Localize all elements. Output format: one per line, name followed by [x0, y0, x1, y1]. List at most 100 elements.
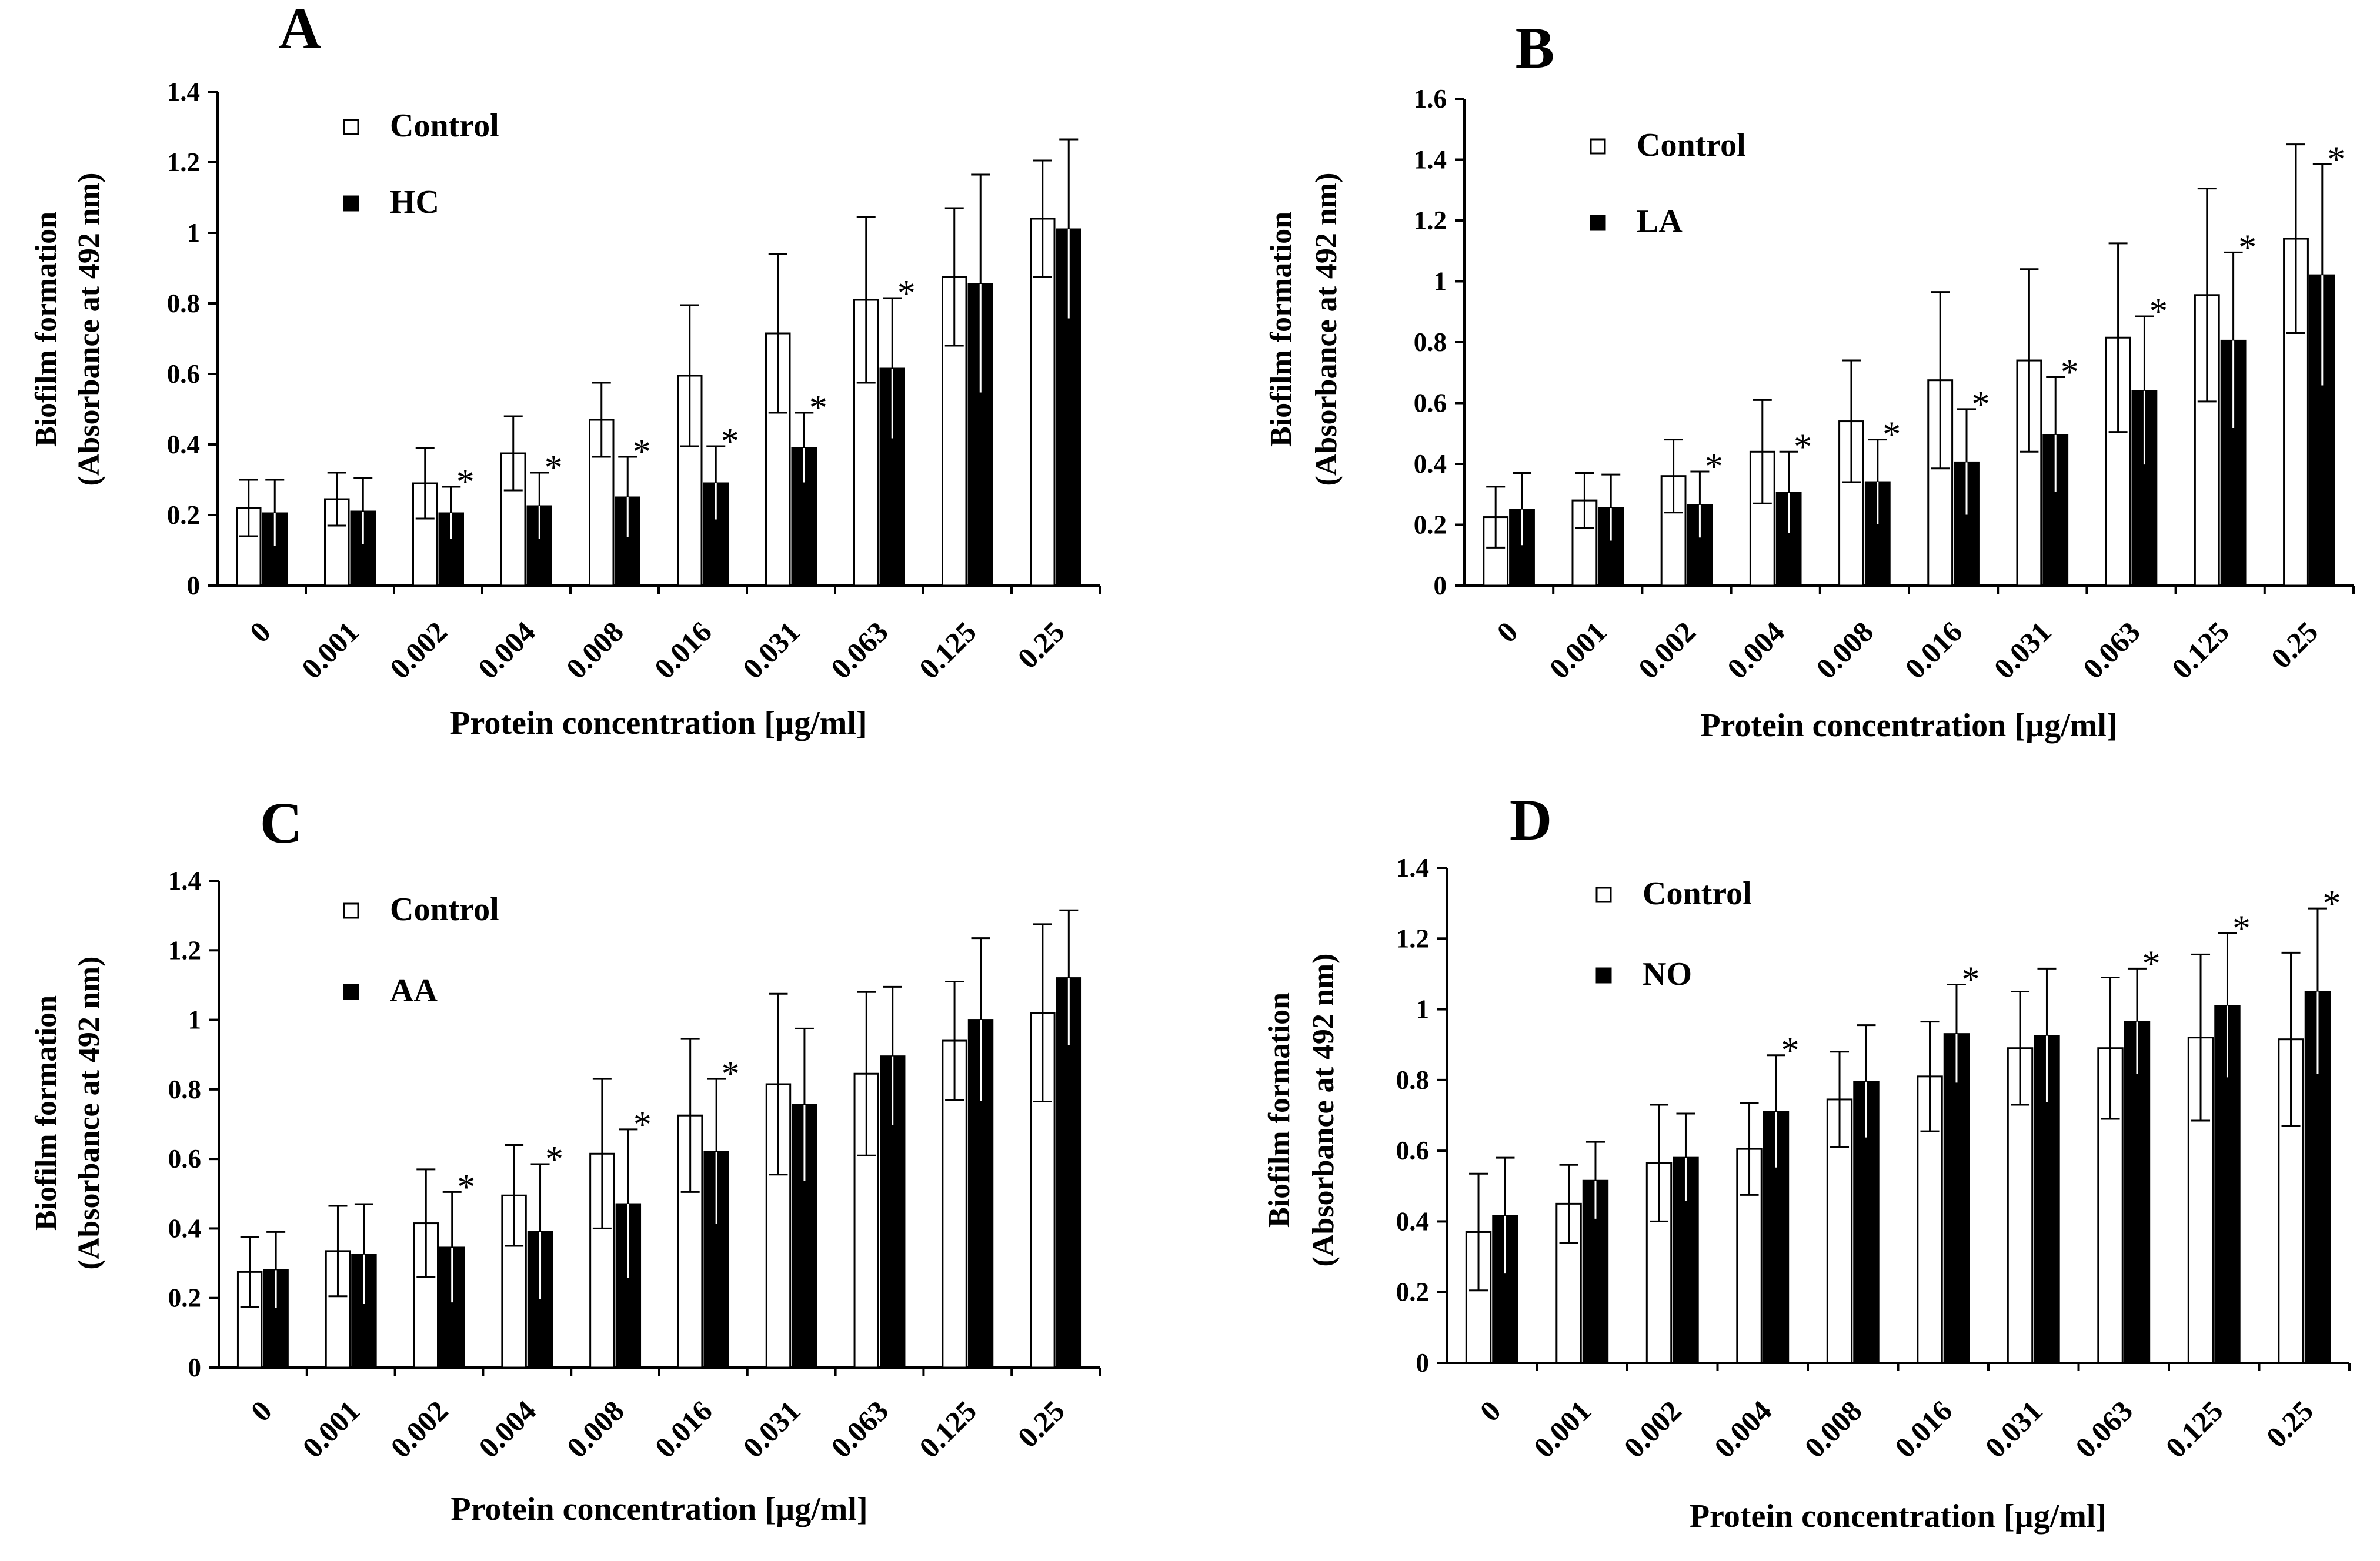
y-tick-label: 1.2: [167, 148, 200, 177]
x-tick-label: 0.016: [1898, 615, 1968, 685]
x-tick-label: 0.001: [1543, 615, 1613, 685]
legend-swatch-treatment: [1590, 215, 1606, 231]
x-tick-label: 0.016: [648, 615, 718, 685]
x-tick-label: 0.063: [825, 1394, 894, 1464]
x-tick-label: 0.031: [736, 1394, 806, 1464]
x-tick-label: 0.063: [2069, 1394, 2139, 1464]
y-axis-label: Biofilm formation: [1263, 992, 1296, 1228]
x-tick-label: 0.008: [560, 615, 630, 685]
y-axis-label-units: (Absorbance at 492 nm): [72, 173, 106, 486]
y-tick-label: 0.2: [167, 500, 200, 530]
x-tick-label: 0.002: [1617, 1394, 1687, 1464]
y-tick-label: 1.2: [1396, 924, 1429, 953]
x-tick-label: 0: [243, 615, 277, 649]
chart-panel-a: A 0 0.2 0.4 0.6 0.8 1 1.2 1.4 0 0.001 * 0.002 * 0.004 *…: [29, 0, 1101, 741]
x-tick-label: 0.125: [913, 1394, 983, 1464]
y-axis-label: Biofilm formation: [29, 212, 63, 447]
x-tick-label: 0.004: [1708, 1394, 1778, 1464]
x-tick-label: 0.063: [825, 615, 894, 685]
significance-asterisk: *: [457, 1167, 475, 1207]
x-axis-label: Protein concentration [µg/ml]: [450, 1491, 867, 1527]
bar-treatment: [2309, 274, 2335, 587]
legend-label-treatment: NO: [1643, 956, 1692, 992]
x-tick-label: 0.004: [472, 1394, 542, 1464]
legend: Control LA: [1590, 127, 1746, 240]
bar-treatment: [439, 1246, 465, 1369]
significance-asterisk: *: [1781, 1031, 1799, 1071]
y-tick-label: 1: [1434, 267, 1447, 296]
legend: Control AA: [343, 891, 499, 1009]
significance-asterisk: *: [633, 1105, 652, 1145]
x-axis-label: Protein concentration [µg/ml]: [1700, 707, 2117, 744]
bar-treatment: [1954, 461, 1980, 587]
legend-label-control: Control: [390, 108, 499, 144]
legend-label-control: Control: [1637, 127, 1746, 163]
x-tick-label: 0.016: [649, 1394, 719, 1464]
legend-swatch-treatment: [343, 984, 359, 1000]
y-tick-label: 1: [187, 218, 201, 248]
bar-treatment: [1943, 1033, 1970, 1364]
y-tick-label: 0.4: [1396, 1206, 1429, 1236]
legend-swatch-control: [343, 902, 359, 919]
x-tick-label: 0: [1473, 1394, 1507, 1428]
significance-asterisk: *: [1705, 447, 1723, 487]
significance-asterisk: *: [2322, 884, 2341, 924]
significance-asterisk: *: [2238, 228, 2257, 268]
panel-letter: D: [1510, 787, 1552, 853]
y-tick-label: 0: [1416, 1348, 1430, 1378]
x-tick-label: 0.001: [295, 615, 365, 685]
y-tick-label: 0.4: [1414, 449, 1447, 479]
significance-asterisk: *: [545, 448, 563, 488]
significance-asterisk: *: [2142, 944, 2160, 984]
significance-asterisk: *: [1794, 427, 1812, 467]
legend-label-treatment: HC: [390, 184, 439, 220]
significance-asterisk: *: [456, 462, 475, 502]
x-tick-label: 0.008: [560, 1394, 630, 1464]
bar-control: [2016, 359, 2042, 587]
y-tick-label: 0.8: [1396, 1065, 1429, 1095]
x-tick-label: 0.008: [1810, 615, 1880, 685]
bar-treatment: [2124, 1021, 2151, 1364]
x-tick-label: 0.004: [1721, 615, 1791, 685]
panel-letter: B: [1516, 15, 1555, 81]
significance-asterisk: *: [1972, 385, 1990, 424]
y-tick-label: 0: [187, 571, 201, 600]
y-tick-label: 1.6: [1414, 84, 1447, 113]
x-tick-label: 0.25: [1011, 615, 1070, 674]
legend-swatch-control: [1595, 887, 1612, 903]
y-tick-label: 1.2: [1414, 206, 1447, 235]
legend: Control NO: [1595, 875, 1752, 992]
y-tick-label: 1: [1416, 995, 1430, 1024]
panel-letter: C: [260, 790, 302, 855]
bar-control: [1030, 218, 1056, 587]
y-tick-label: 0.6: [168, 1144, 201, 1174]
significance-asterisk: *: [2327, 139, 2345, 179]
x-tick-label: 0.25: [2265, 615, 2324, 674]
legend-swatch-control: [343, 119, 359, 135]
y-tick-label: 0: [1434, 571, 1447, 600]
significance-asterisk: *: [722, 1054, 740, 1094]
bar-control: [1826, 1098, 1853, 1364]
y-tick-label: 1: [188, 1005, 202, 1035]
significance-asterisk: *: [545, 1139, 563, 1179]
legend-swatch-treatment: [343, 195, 359, 212]
legend: Control HC: [343, 108, 499, 220]
x-tick-label: 0.25: [2260, 1394, 2319, 1453]
y-tick-label: 0.4: [168, 1214, 201, 1243]
x-tick-label: 0.016: [1888, 1394, 1958, 1464]
significance-asterisk: *: [1961, 960, 1980, 1000]
x-tick-label: 0.031: [736, 615, 806, 685]
legend-label-control: Control: [1643, 875, 1752, 912]
y-tick-label: 0.6: [1414, 389, 1447, 418]
x-tick-label: 0.125: [2159, 1394, 2229, 1464]
y-tick-label: 0.8: [168, 1075, 201, 1104]
y-tick-label: 0.2: [1396, 1278, 1429, 1307]
y-tick-label: 0.6: [1396, 1136, 1429, 1165]
y-tick-label: 0.2: [168, 1283, 201, 1313]
y-tick-label: 0.6: [167, 359, 200, 389]
x-tick-label: 0.002: [1632, 615, 1702, 685]
bar-control: [2194, 294, 2220, 587]
x-tick-label: 0.002: [384, 1394, 454, 1464]
significance-asterisk: *: [2061, 353, 2079, 393]
